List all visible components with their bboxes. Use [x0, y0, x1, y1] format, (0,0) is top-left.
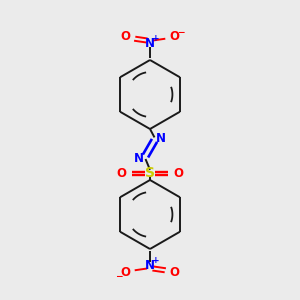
Text: N: N: [156, 131, 166, 145]
Text: N: N: [145, 259, 155, 272]
Text: N: N: [134, 152, 144, 165]
Text: +: +: [152, 34, 160, 43]
Text: O: O: [169, 30, 179, 43]
Text: O: O: [121, 266, 131, 279]
Text: S: S: [145, 167, 155, 180]
Text: +: +: [152, 256, 160, 265]
Text: O: O: [121, 30, 131, 43]
Text: O: O: [173, 167, 184, 180]
Text: O: O: [116, 167, 127, 180]
Text: −: −: [177, 28, 185, 37]
Text: N: N: [145, 37, 155, 50]
Text: −: −: [116, 272, 123, 281]
Text: O: O: [169, 266, 179, 279]
